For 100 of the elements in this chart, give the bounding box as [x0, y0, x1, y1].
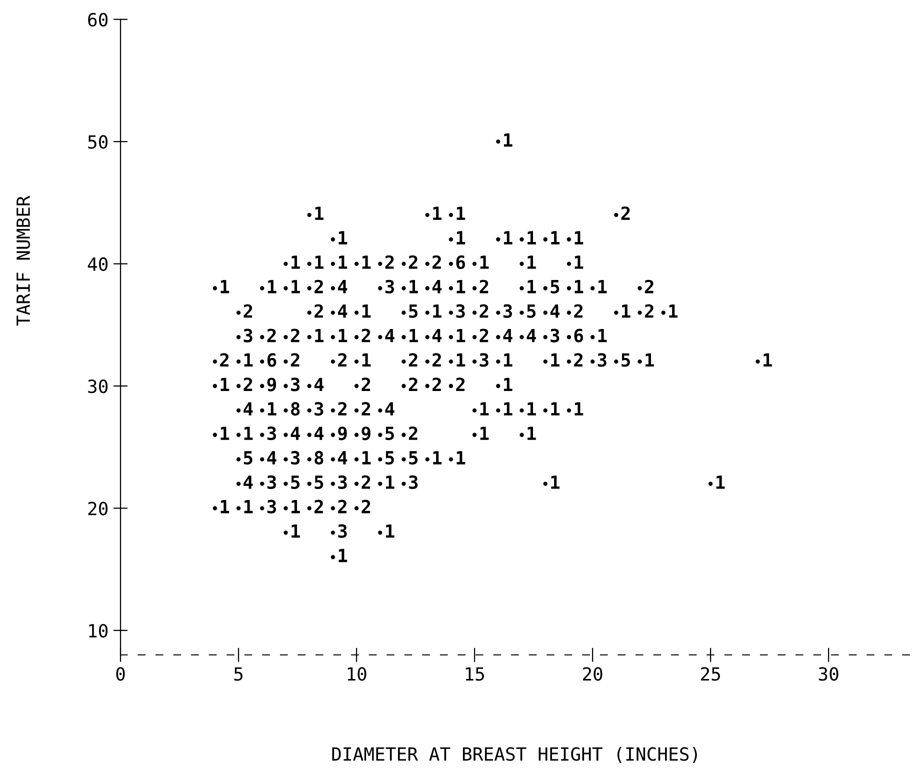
text: 4: [432, 328, 442, 342]
point: [425, 286, 430, 290]
text: 1: [456, 280, 466, 294]
point: [448, 262, 454, 266]
text: 1: [669, 304, 678, 318]
point: [543, 310, 548, 315]
text: 5: [386, 451, 394, 465]
text: 1: [244, 353, 253, 367]
point: [307, 286, 312, 290]
point: [378, 286, 382, 290]
text: 3: [456, 304, 465, 318]
point: [307, 310, 312, 315]
text: 1: [622, 304, 630, 318]
point: [378, 335, 382, 340]
text: 1: [292, 524, 300, 538]
text: 2: [408, 426, 418, 440]
text: 2: [338, 353, 346, 367]
point: [307, 384, 312, 388]
text: 2: [408, 378, 418, 391]
text: 5: [527, 304, 536, 318]
text: 5: [622, 353, 630, 367]
point: [330, 457, 336, 462]
text: 1: [362, 353, 371, 367]
point: [354, 335, 359, 340]
text: 2: [432, 255, 441, 269]
point: [378, 262, 382, 266]
point: [402, 384, 406, 388]
point: [354, 408, 359, 413]
text: 3: [338, 524, 347, 538]
point: [330, 359, 336, 364]
point: [260, 359, 264, 364]
text: 3: [598, 353, 606, 367]
point: [236, 335, 241, 340]
point: [260, 482, 264, 486]
text: 1: [362, 256, 371, 269]
series-label: 9: [267, 378, 276, 392]
point: [260, 506, 264, 510]
point: [425, 262, 430, 266]
text: 1: [551, 476, 560, 489]
point: [402, 457, 406, 462]
text: 1: [268, 402, 276, 416]
text: 2: [290, 353, 300, 367]
text: 4: [290, 426, 300, 440]
text: 1: [292, 280, 300, 294]
text: 9: [338, 426, 347, 440]
text: 1: [764, 353, 772, 367]
text: 4: [503, 328, 512, 342]
point: [284, 482, 288, 486]
text: 1: [574, 231, 584, 244]
text: 1: [433, 206, 442, 220]
text: 1: [504, 378, 512, 391]
point: [260, 335, 264, 340]
text: 1: [456, 328, 466, 342]
text: 6: [574, 328, 584, 342]
text: 1: [410, 328, 418, 342]
point: [307, 457, 312, 462]
text: 1: [433, 304, 442, 318]
point: [354, 482, 359, 486]
text: 4: [314, 426, 324, 440]
text: 1: [646, 353, 654, 367]
point: [354, 384, 359, 388]
text: 1: [292, 256, 300, 269]
point: [330, 408, 336, 413]
text: 2: [244, 304, 252, 318]
point: [284, 432, 288, 437]
text: 2: [574, 353, 582, 367]
point: [307, 408, 312, 413]
y-tick-label: 40: [88, 257, 108, 271]
text: 4: [244, 476, 253, 489]
text: 3: [550, 328, 560, 342]
text: 1: [292, 500, 300, 514]
point: [402, 310, 406, 315]
text: 2: [362, 500, 370, 514]
text: 5: [291, 476, 300, 490]
text: 1: [551, 402, 560, 416]
text: 3: [503, 304, 512, 318]
text: 2: [314, 280, 323, 294]
text: 2: [456, 378, 464, 391]
point: [354, 506, 359, 510]
text: 1: [220, 500, 230, 514]
text: 1: [338, 548, 348, 562]
text: 2: [244, 378, 252, 391]
x-axis-title: DIAMETER AT BREAST HEIGHT (INCHES): [332, 746, 697, 763]
text: 1: [362, 451, 371, 464]
text: 2: [432, 378, 441, 391]
point: [330, 286, 336, 290]
text: 5: [409, 304, 418, 318]
text: 3: [385, 280, 394, 294]
point: [236, 310, 241, 315]
text: 2: [621, 206, 630, 220]
text: 1: [528, 402, 536, 416]
text: 3: [338, 475, 347, 490]
text: 2: [480, 304, 488, 318]
x-tick-label: 5: [234, 667, 243, 681]
text: 2: [408, 255, 418, 269]
text: 2: [644, 304, 654, 318]
text: 1: [268, 280, 276, 294]
text: 1: [504, 133, 512, 147]
text: 4: [385, 328, 394, 342]
text: 1: [220, 426, 230, 440]
